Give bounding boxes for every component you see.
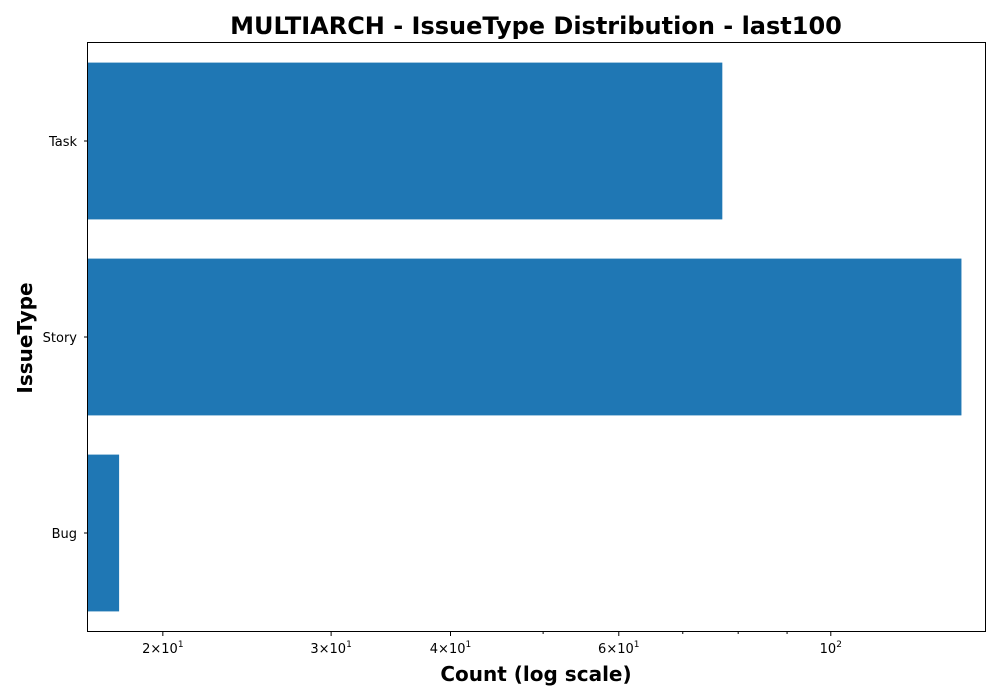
x-tick-label: 6×101 bbox=[598, 640, 639, 657]
x-tick-label: 102 bbox=[820, 640, 842, 657]
bar-task bbox=[88, 62, 723, 220]
chart-title: MULTIARCH - IssueType Distribution - las… bbox=[230, 12, 842, 40]
x-tick-label: 3×101 bbox=[310, 640, 351, 657]
bar-story bbox=[88, 258, 962, 416]
y-axis-label: IssueType bbox=[13, 282, 37, 393]
bars-group bbox=[88, 62, 962, 612]
x-axis-label: Count (log scale) bbox=[440, 662, 631, 686]
x-tick-label: 4×101 bbox=[430, 640, 471, 657]
x-tick-label: 2×101 bbox=[142, 640, 183, 657]
y-tick-label-bug: Bug bbox=[52, 527, 77, 542]
y-ticks-group: Task Story Bug bbox=[43, 135, 88, 542]
y-tick-label-task: Task bbox=[48, 135, 78, 150]
x-ticks-group: 2×101 3×101 4×101 6×101 102 bbox=[142, 631, 842, 657]
bar-bug bbox=[88, 454, 120, 612]
y-tick-label-story: Story bbox=[43, 331, 78, 346]
